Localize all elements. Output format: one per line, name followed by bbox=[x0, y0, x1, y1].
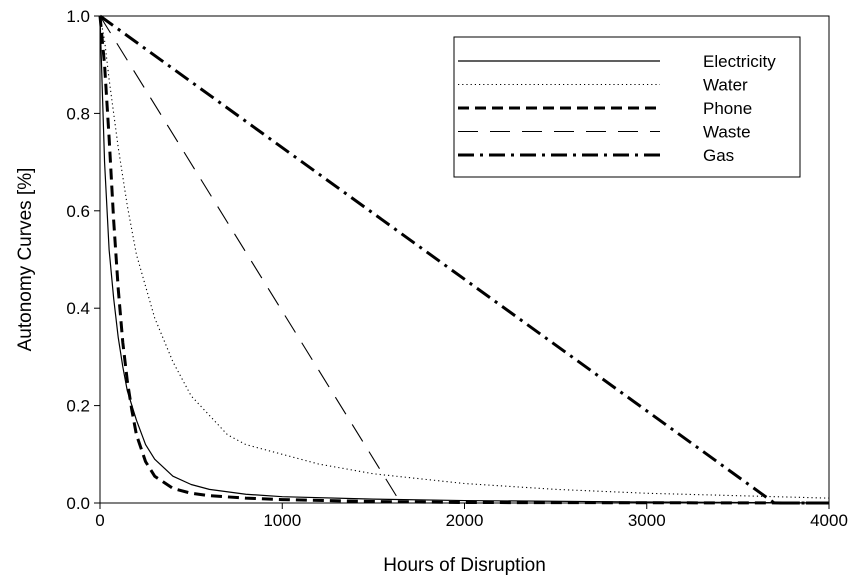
legend-label-waste: Waste bbox=[703, 123, 751, 142]
y-tick-label: 0.6 bbox=[66, 202, 90, 221]
legend-label-water: Water bbox=[703, 76, 748, 95]
x-tick-label: 2000 bbox=[446, 511, 484, 530]
x-tick-label: 3000 bbox=[628, 511, 666, 530]
axis-ticks: 0 1000 2000 3000 4000 0.0 0.2 0.4 0.6 0.8 1.0 bbox=[66, 7, 848, 530]
x-tick-label: 1000 bbox=[263, 511, 301, 530]
x-tick-label: 4000 bbox=[810, 511, 848, 530]
x-tick-label: 0 bbox=[95, 511, 104, 530]
y-tick-label: 0.8 bbox=[66, 104, 90, 123]
series-lines bbox=[98, 14, 830, 505]
legend-label-electricity: Electricity bbox=[703, 52, 776, 71]
y-tick-label: 0.2 bbox=[66, 397, 90, 416]
legend-label-phone: Phone bbox=[703, 99, 752, 118]
series-line-gas bbox=[99, 14, 829, 505]
y-tick-label: 0.0 bbox=[66, 494, 90, 513]
legend: Electricity Water Phone Waste Gas bbox=[453, 36, 801, 178]
x-axis-title: Hours of Disruption bbox=[383, 555, 546, 576]
series-line-electricity bbox=[99, 15, 830, 504]
y-tick-label: 0.4 bbox=[66, 299, 90, 318]
series-line-phone bbox=[98, 15, 830, 505]
y-tick-label: 1.0 bbox=[66, 7, 90, 26]
legend-label-gas: Gas bbox=[703, 146, 734, 165]
y-axis-title: Autonomy Curves [%] bbox=[15, 168, 36, 352]
